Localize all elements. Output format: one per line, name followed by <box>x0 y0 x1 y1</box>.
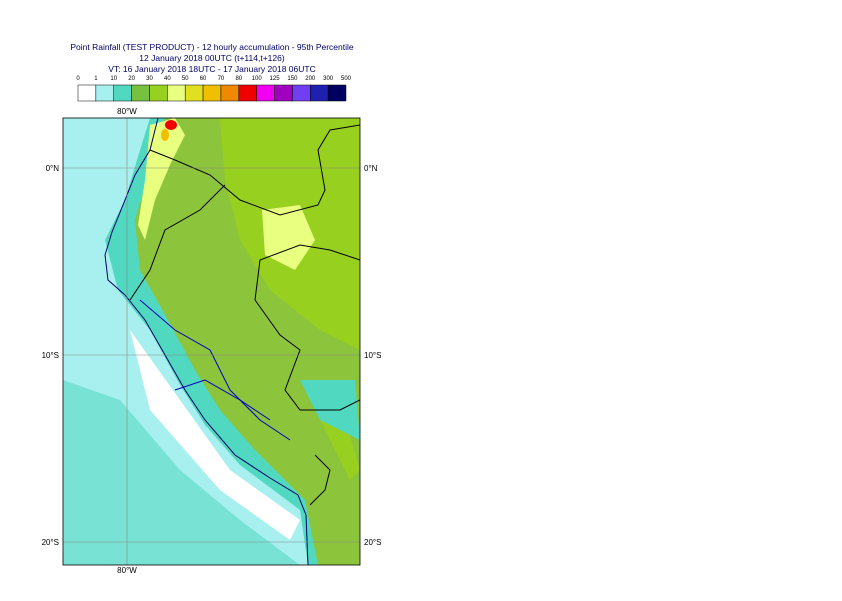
title-line: Point Rainfall (TEST PRODUCT) - 12 hourl… <box>70 42 354 52</box>
colorbar-box <box>310 84 329 102</box>
lon-label: 80°W <box>117 566 137 575</box>
colorbar-box <box>77 84 97 102</box>
lat-label: 10°S <box>364 351 381 360</box>
lat-label: 0°N <box>46 164 60 173</box>
colorbar-label: 300 <box>323 76 334 82</box>
map-frame <box>62 117 361 566</box>
colorbar-box <box>220 84 240 102</box>
colorbar-label: 200 <box>305 76 316 82</box>
graticule <box>63 118 360 565</box>
colorbar-box <box>113 84 132 102</box>
colorbar-label: 500 <box>341 76 352 82</box>
borders <box>104 118 360 565</box>
colorbar-box <box>149 84 168 102</box>
colorbar-label: 40 <box>164 76 171 82</box>
colorbar-label: 10 <box>110 76 117 82</box>
colorbar-label: 1 <box>94 76 98 82</box>
colorbar-box <box>274 84 293 102</box>
colorbar-label: 125 <box>270 76 281 82</box>
lat-label: 20°S <box>364 538 381 547</box>
colorbar-label: 100 <box>252 76 263 82</box>
colorbar-label: 60 <box>200 76 207 82</box>
colorbar-box <box>95 84 114 102</box>
colorbar-box <box>202 84 222 102</box>
colorbar-label: 70 <box>218 76 225 82</box>
colorbar-box <box>292 84 311 102</box>
colorbar-label: 80 <box>235 76 242 82</box>
colorbar-box <box>238 84 257 102</box>
colorbar-box <box>184 84 204 102</box>
lat-label: 10°S <box>42 351 59 360</box>
title-line: VT: 16 January 2018 18UTC - 17 January 2… <box>108 64 315 74</box>
lat-label: 0°N <box>364 164 378 173</box>
colorbar-label: 150 <box>287 76 298 82</box>
lon-label: 80°W <box>117 107 137 116</box>
colorbar-box <box>256 84 275 102</box>
colorbar-label: 30 <box>146 76 153 82</box>
colorbar-box <box>131 84 150 102</box>
colorbar-label: 20 <box>128 76 135 82</box>
title-line: 12 January 2018 00UTC (t+114,t+126) <box>139 53 285 63</box>
colorbar-box <box>327 84 347 102</box>
map-field <box>63 118 360 565</box>
colorbar-label: 0 <box>76 76 80 82</box>
colorbar-label: 50 <box>182 76 189 82</box>
lat-label: 20°S <box>42 538 59 547</box>
colorbar-box <box>167 84 186 102</box>
colorbar: 0 1 10 20 30 40 50 60 70 80 100 125 150 200 300 500 <box>76 76 352 102</box>
